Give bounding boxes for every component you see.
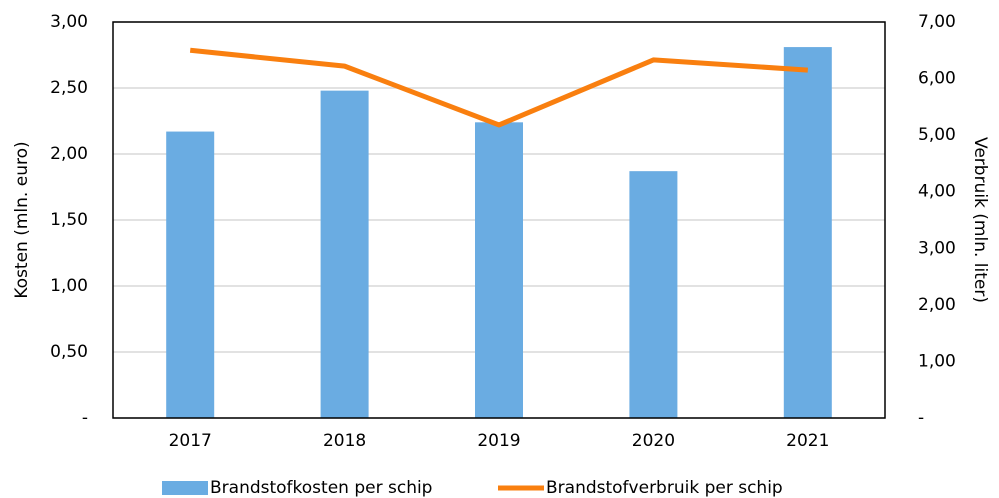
x-tick-label: 2018: [323, 431, 366, 451]
bar: [320, 90, 369, 418]
y2-tick-label: 3,00: [918, 238, 956, 258]
legend-label: Brandstofkosten per schip: [210, 478, 432, 498]
bar: [629, 171, 678, 418]
y2-tick-label: -: [918, 408, 924, 428]
y-axis-title: Kosten (mln. euro): [12, 141, 32, 298]
y-tick-label: 2,50: [50, 78, 88, 98]
y2-tick-label: 2,00: [918, 295, 956, 315]
y2-tick-label: 7,00: [918, 12, 956, 32]
y-tick-label: 2,00: [50, 144, 88, 164]
legend-swatch: [162, 481, 208, 495]
x-tick-label: 2017: [169, 431, 212, 451]
y-tick-label: -: [82, 408, 88, 428]
y2-tick-label: 1,00: [918, 351, 956, 371]
bar: [783, 47, 832, 419]
bar: [475, 122, 523, 418]
y2-axis-title: Verbruik (mln. liter): [970, 137, 990, 303]
y2-tick-label: 5,00: [918, 125, 956, 145]
x-tick-label: 2021: [786, 431, 829, 451]
x-tick-label: 2019: [477, 431, 520, 451]
y2-tick-label: 4,00: [918, 182, 956, 202]
bar: [166, 131, 215, 418]
y-tick-label: 1,50: [50, 210, 88, 230]
x-tick-label: 2020: [632, 431, 675, 451]
y2-tick-label: 6,00: [918, 69, 956, 89]
y-tick-label: 0,50: [50, 342, 88, 362]
legend-label: Brandstofverbruik per schip: [546, 478, 783, 498]
y-tick-label: 1,00: [50, 276, 88, 296]
plot-frame: [112, 21, 886, 419]
line: [189, 47, 808, 128]
y-tick-label: 3,00: [50, 12, 88, 32]
